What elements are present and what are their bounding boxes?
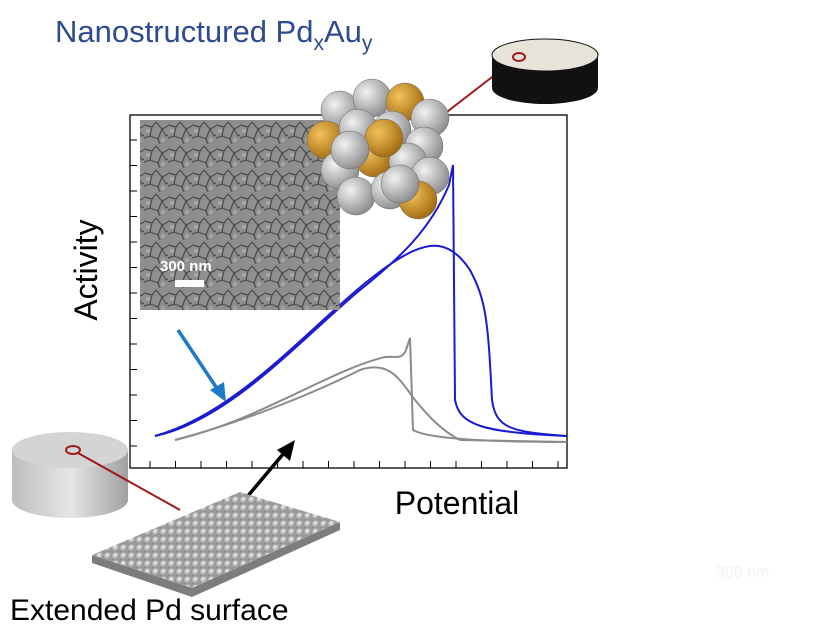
electrode-top — [12, 432, 128, 468]
graphical-abstract: Nanostructured PdxAuy 300 nm Activity Po… — [0, 0, 813, 626]
scale-bar — [175, 280, 204, 287]
scale-bar-label: 300 nm — [160, 258, 212, 275]
atom — [381, 165, 419, 203]
atom — [331, 131, 369, 169]
y-axis-label: Activity — [68, 219, 104, 320]
title-subscript: y — [362, 32, 373, 55]
atom — [365, 119, 403, 157]
title-main: Nanostructured Pd — [55, 14, 313, 49]
x-axis-label: Potential — [395, 485, 520, 521]
caption: Extended Pd surface — [10, 594, 289, 626]
title: Nanostructured PdxAuy — [55, 14, 373, 55]
title-subscript: x — [313, 32, 324, 55]
atom — [337, 177, 375, 215]
electrode-top — [492, 39, 598, 71]
title-main: Au — [324, 14, 362, 49]
watermark: 300 nm — [716, 564, 769, 581]
